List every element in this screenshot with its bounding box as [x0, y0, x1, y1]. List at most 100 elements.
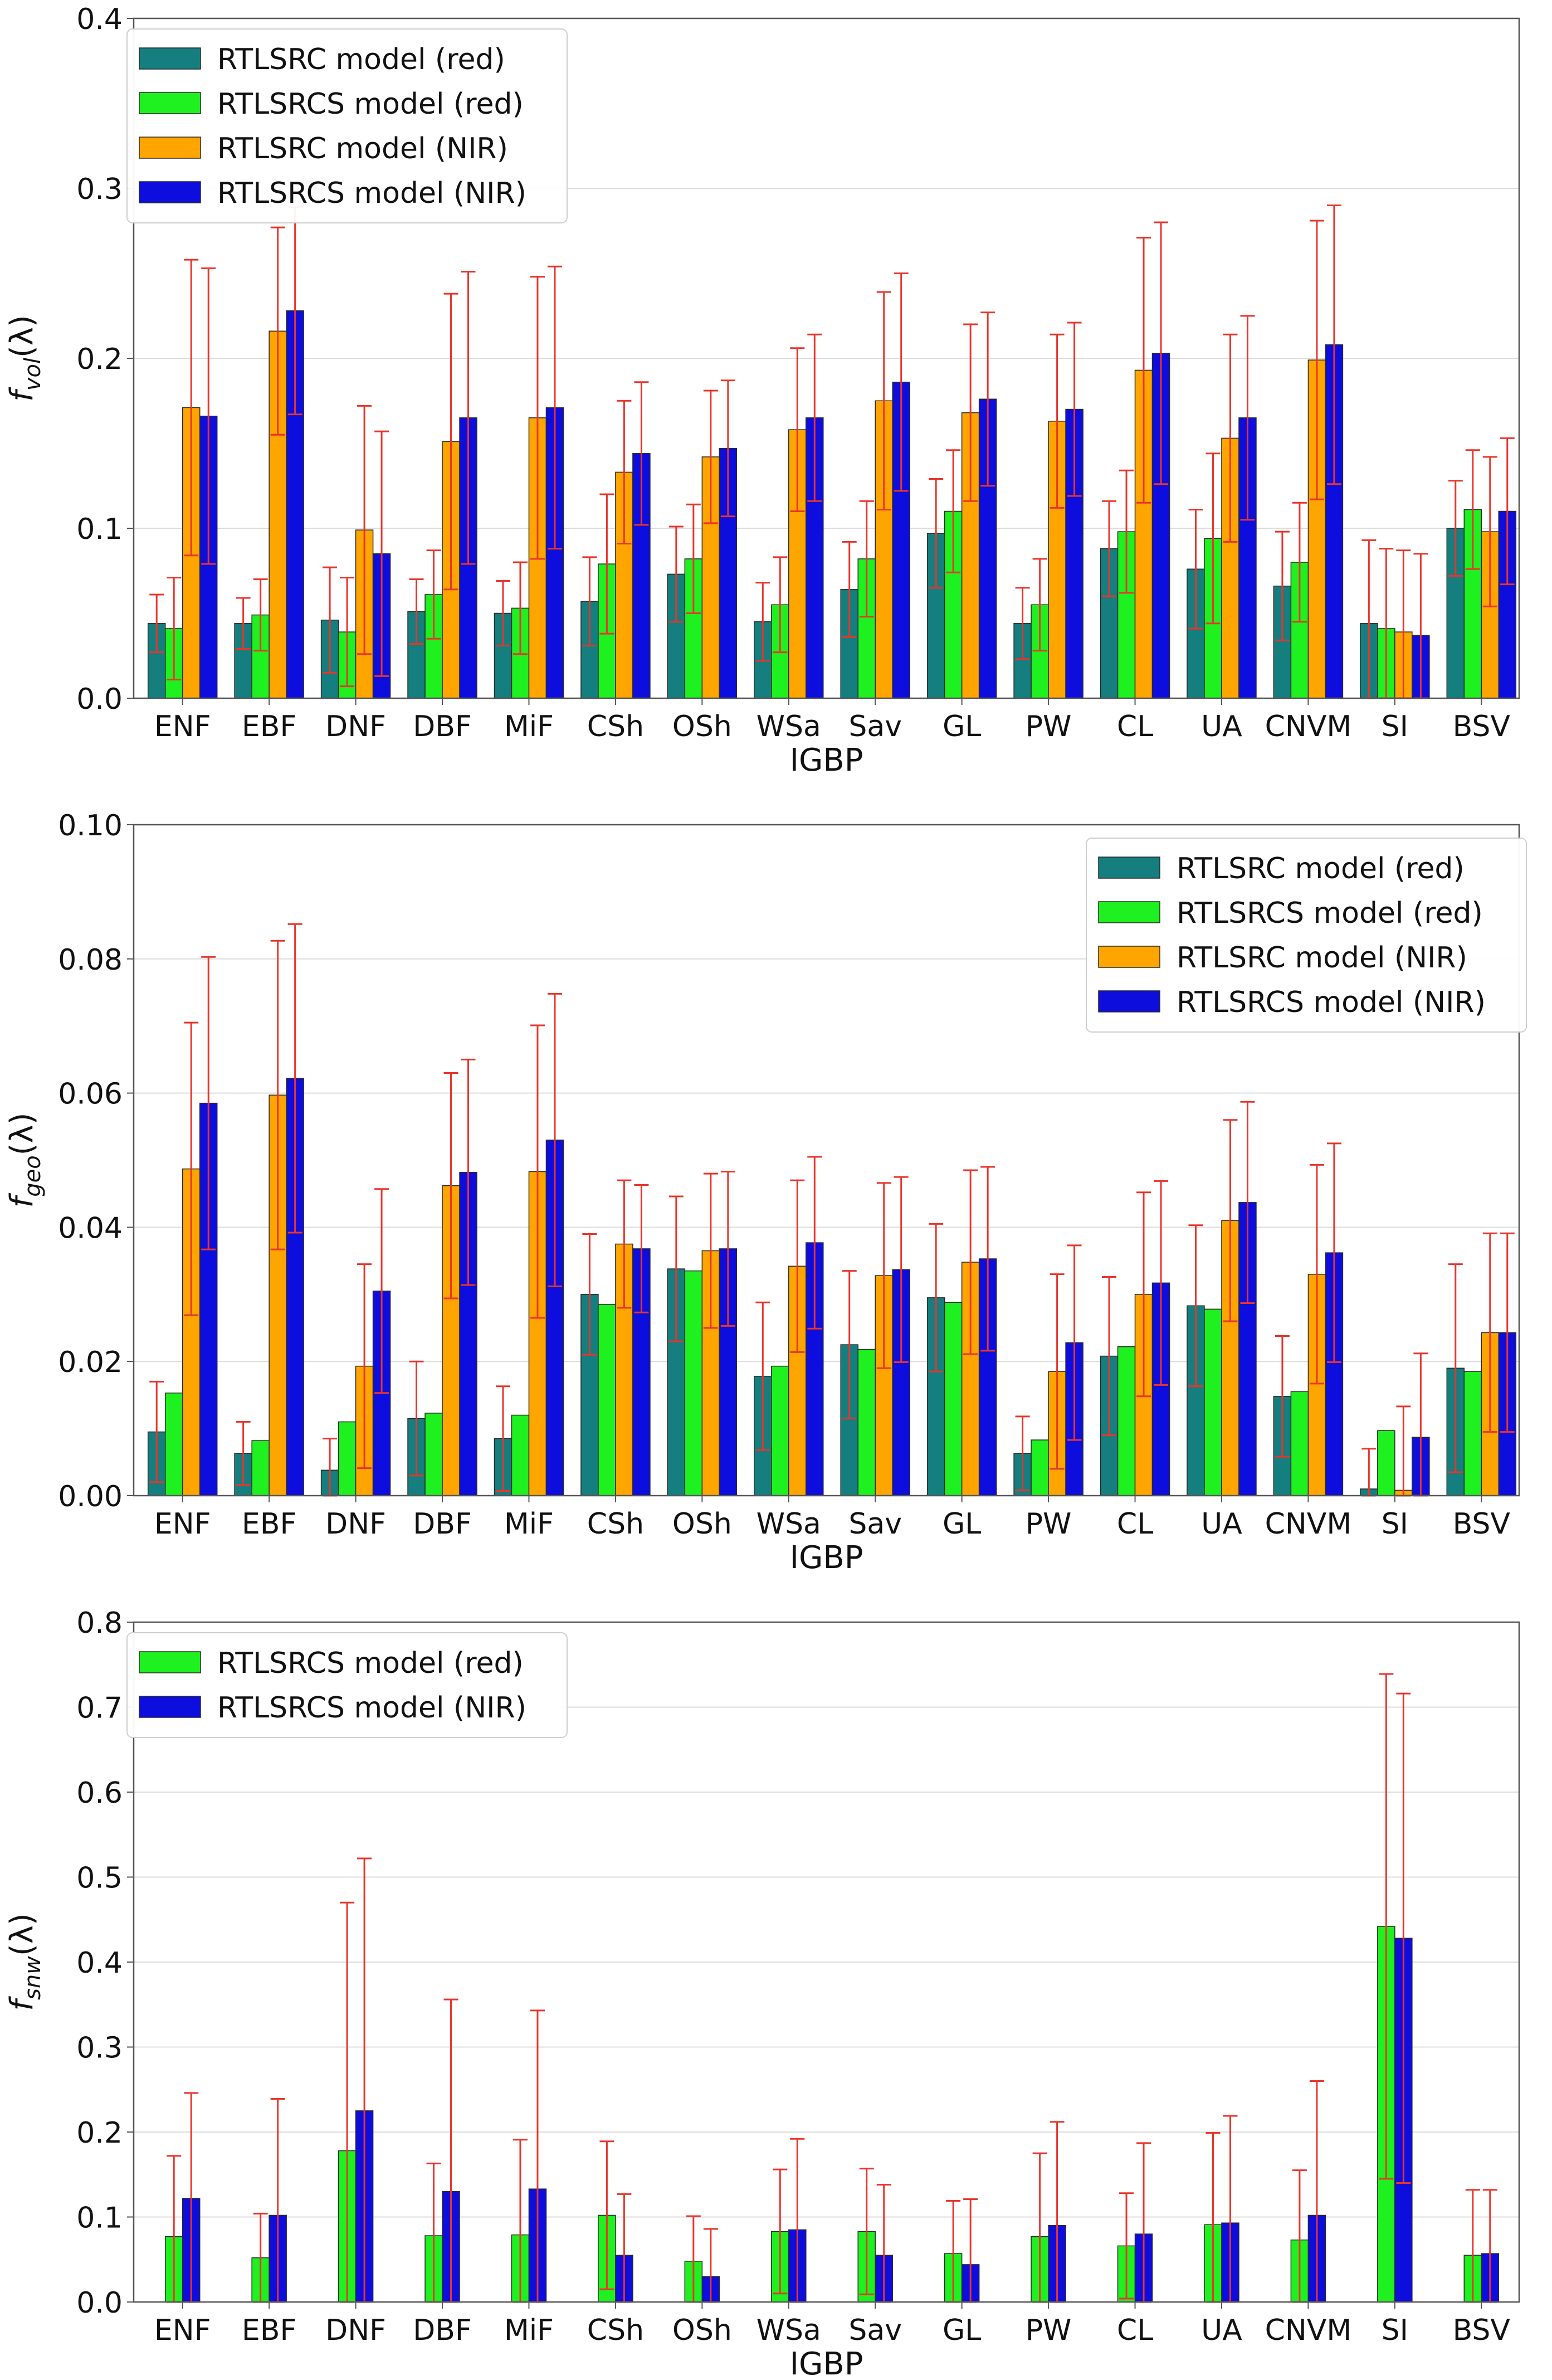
- error-bar-rtlsrcs-model-nir-si: [1396, 1692, 1411, 2184]
- y-tick-label: 0.08: [58, 943, 123, 977]
- legend-label-rtlsrcs-model-nir: RTLSRCS model (NIR): [217, 1691, 526, 1725]
- error-bar-rtlsrc-model-nir-osh: [703, 390, 718, 524]
- error-bar-rtlsrc-model-nir-ua: [1223, 333, 1238, 543]
- error-bar-rtlsrc-model-red-ebf: [236, 597, 251, 650]
- x-tick-label-osh: OSh: [672, 2314, 732, 2347]
- legend-box: [126, 28, 568, 223]
- x-tick-label-wsa: WSa: [757, 2314, 821, 2347]
- error-bar-rtlsrcs-model-nir-sav: [894, 272, 909, 492]
- axes-frame: [133, 17, 1520, 699]
- error-bar-rtlsrcs-model-nir-bsv: [1500, 437, 1515, 586]
- error-bar-rtlsrc-model-red-enf: [149, 1380, 164, 1483]
- error-bar-rtlsrcs-model-nir-dbf: [461, 1058, 476, 1286]
- x-tick-label-cnvm: CNVM: [1265, 1507, 1352, 1541]
- error-bar-rtlsrcs-model-red-wsa: [773, 556, 788, 654]
- bar-rtlsrc-model-nir-gl: [961, 412, 980, 699]
- x-tick-label-gl: GL: [943, 2314, 981, 2347]
- error-bar-rtlsrc-model-nir-sav: [876, 1182, 891, 1369]
- error-bar-rtlsrc-model-red-mif: [495, 1385, 510, 1492]
- legend-swatch-rtlsrcs-model-red: [139, 1651, 201, 1673]
- error-bar-rtlsrcs-model-nir-csh: [634, 1184, 649, 1313]
- error-bar-rtlsrc-model-nir-cnvm: [1309, 1164, 1324, 1385]
- bar-rtlsrcs-model-red-bsv: [1463, 1371, 1482, 1496]
- x-tick-label-csh: CSh: [587, 710, 644, 743]
- error-bar-rtlsrc-model-nir-csh: [617, 400, 632, 544]
- error-bar-rtlsrc-model-red-csh: [582, 1233, 597, 1356]
- error-bar-rtlsrcs-model-nir-ebf: [287, 923, 302, 1234]
- y-tick-label: 0.1: [76, 2202, 123, 2235]
- y-tick-label: 0.3: [76, 173, 123, 206]
- x-tick-label-dbf: DBF: [413, 1507, 472, 1541]
- error-bar-rtlsrcs-model-red-dnf: [340, 576, 355, 688]
- error-bar-rtlsrc-model-red-dnf: [323, 566, 338, 674]
- x-tick-label-osh: OSh: [672, 1507, 732, 1541]
- legend-swatch-rtlsrc-model-nir: [139, 137, 201, 159]
- error-bar-rtlsrc-model-red-pw: [1015, 1415, 1030, 1491]
- y-tick-label: 0.7: [76, 1692, 123, 1725]
- error-bar-rtlsrcs-model-red-cl: [1119, 469, 1134, 594]
- x-tick-label-sav: Sav: [848, 2314, 902, 2347]
- x-tick-label-gl: GL: [943, 710, 981, 743]
- error-bar-rtlsrc-model-nir-mif: [530, 1024, 545, 1319]
- legend-label-rtlsrcs-model-red: RTLSRCS model (red): [217, 1647, 524, 1680]
- x-tick-label-wsa: WSa: [757, 710, 821, 743]
- bar-rtlsrcs-model-red-mif: [511, 1414, 530, 1496]
- y-tick-label: 0.06: [58, 1078, 123, 1111]
- legend-swatch-rtlsrcs-model-red: [1098, 901, 1160, 923]
- error-bar-rtlsrc-model-nir-csh: [617, 1179, 632, 1309]
- error-bar-rtlsrc-model-red-cl: [1102, 500, 1117, 597]
- x-tick-label-pw: PW: [1026, 1507, 1072, 1541]
- y-tick-label: 0.4: [76, 1946, 123, 1980]
- y-tick-label: 0.1: [76, 513, 123, 546]
- y-axis-label-tail: (λ): [4, 1112, 40, 1155]
- error-bar-rtlsrc-model-red-osh: [668, 525, 684, 623]
- y-tick-label: 0.3: [76, 2032, 123, 2065]
- error-bar-rtlsrcs-model-nir-wsa: [807, 333, 822, 502]
- error-bar-rtlsrc-model-red-sav: [842, 541, 857, 638]
- x-tick-label-si: SI: [1382, 710, 1408, 743]
- x-tick-label-bsv: BSV: [1453, 2314, 1511, 2347]
- legend: RTLSRC model (red) RTLSRCS model (red) RTL…: [126, 28, 568, 223]
- x-tick-label-sav: Sav: [848, 710, 902, 743]
- error-bar-rtlsrcs-model-nir-bsv: [1500, 1232, 1515, 1433]
- error-bar-rtlsrcs-model-nir-cl: [1154, 1180, 1169, 1386]
- x-tick-label-dnf: DNF: [325, 710, 386, 743]
- error-bar-rtlsrc-model-nir-dnf: [357, 405, 372, 655]
- bar-rtlsrcs-model-red-pw: [1031, 1439, 1049, 1496]
- bar-rtlsrcs-model-red-si: [1377, 1430, 1395, 1496]
- error-bar-rtlsrcs-model-red-csh: [599, 493, 614, 635]
- y-tick-label: 0.00: [58, 1480, 123, 1513]
- error-bar-rtlsrcs-model-red-bsv: [1465, 449, 1480, 570]
- y-tick-label: 0.0: [76, 2286, 123, 2320]
- error-bar-rtlsrc-model-nir-cl: [1136, 1191, 1151, 1398]
- y-axis-label-sub: vol: [20, 358, 46, 391]
- error-bar-rtlsrcs-model-nir-wsa: [807, 1156, 822, 1330]
- error-bar-rtlsrc-model-nir-mif: [530, 276, 545, 560]
- x-tick-label-mif: MiF: [504, 710, 554, 743]
- y-tick-label: 0.0: [76, 683, 123, 716]
- bar-rtlsrcs-model-red-enf: [164, 1393, 183, 1496]
- error-bar-rtlsrc-model-nir-bsv: [1482, 1232, 1497, 1433]
- error-bar-rtlsrcs-model-nir-cnvm: [1326, 205, 1341, 485]
- error-bar-rtlsrcs-model-red-mif: [513, 561, 528, 655]
- x-tick-label-dnf: DNF: [325, 2314, 386, 2347]
- error-bar-rtlsrcs-model-red-pw: [1032, 558, 1047, 652]
- error-bar-rtlsrcs-model-nir-csh: [634, 381, 649, 526]
- bar-rtlsrcs-model-red-cnvm: [1290, 1391, 1309, 1496]
- error-bar-rtlsrc-model-red-osh: [668, 1195, 684, 1342]
- error-bar-rtlsrc-model-red-cl: [1102, 1276, 1117, 1437]
- y-axis-label-tail: (λ): [4, 315, 40, 358]
- y-axis-label: fvol(λ): [4, 315, 46, 402]
- error-bar-rtlsrc-model-red-ebf: [236, 1421, 251, 1486]
- x-tick-label-si: SI: [1382, 1507, 1408, 1541]
- y-axis-label: fgeo(λ): [4, 1112, 46, 1208]
- x-tick-label-sav: Sav: [848, 1507, 902, 1541]
- legend-box: [126, 1632, 568, 1738]
- error-bar-rtlsrc-model-nir-bsv: [1482, 456, 1497, 607]
- error-bar-rtlsrcs-model-nir-pw: [1067, 322, 1082, 497]
- legend-label-rtlsrc-model-red: RTLSRC model (red): [217, 43, 505, 76]
- x-axis-label: IGBP: [789, 2346, 863, 2380]
- error-bar-rtlsrc-model-red-mif: [495, 580, 510, 646]
- error-bar-rtlsrcs-model-nir-cnvm: [1326, 1142, 1341, 1363]
